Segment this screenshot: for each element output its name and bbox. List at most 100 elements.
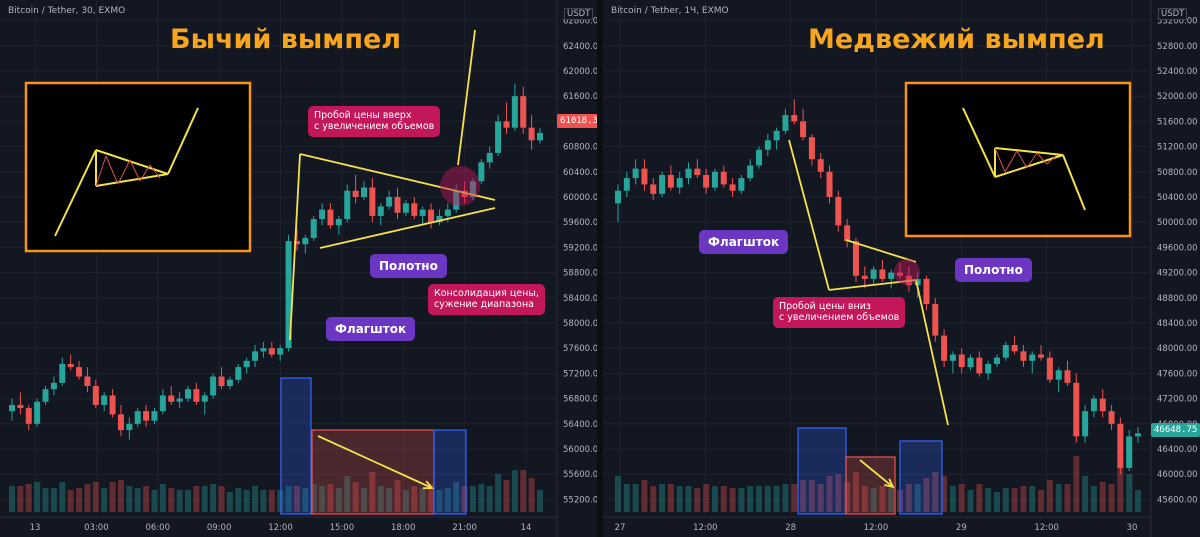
- candle-body: [59, 363, 66, 383]
- candle-body: [1117, 423, 1124, 468]
- volume-bar: [310, 484, 317, 512]
- candle-body: [344, 190, 351, 220]
- candle-body: [528, 127, 535, 141]
- volume-bar: [511, 470, 518, 512]
- volume-bar: [694, 488, 701, 512]
- candle-body: [193, 389, 200, 402]
- volume-bar: [176, 490, 183, 512]
- volume-highlight-box: [899, 440, 943, 515]
- annotation-line: [289, 153, 301, 341]
- candle-body: [615, 190, 621, 204]
- price-tick-label: 51200.00: [1157, 143, 1198, 153]
- volume-bar: [268, 490, 275, 512]
- volume-bar: [703, 484, 710, 512]
- volume-bar: [302, 488, 309, 512]
- schematic-zigzag: [1036, 152, 1048, 165]
- volume-bar: [1046, 480, 1053, 512]
- annotation-line: [457, 29, 476, 166]
- annotation-line: [845, 239, 917, 263]
- volume-bar: [800, 480, 807, 512]
- volume-bar: [720, 486, 727, 512]
- volume-bar: [941, 476, 948, 512]
- price-tick-label: 62000.00: [563, 67, 597, 77]
- volume-bar: [411, 486, 418, 512]
- volume-bar: [738, 488, 745, 512]
- candle-body: [285, 241, 292, 349]
- volume-bar: [76, 488, 83, 512]
- schematic-zigzag: [129, 159, 141, 182]
- volume-bar: [503, 480, 510, 512]
- volume-bar: [993, 492, 1000, 512]
- callout-breakout-up: Пробой цены вверх с увеличением объемов: [308, 106, 441, 137]
- candle-body: [711, 171, 718, 188]
- candle-body: [976, 357, 983, 374]
- time-tick-label: 18:00: [391, 523, 416, 533]
- chart-title: Бычий вымпел: [170, 24, 402, 55]
- volume-bar: [428, 484, 435, 512]
- bull-chart-canvas[interactable]: 62800.0062400.0062000.0061600.0061200.00…: [0, 0, 597, 537]
- price-tick-label: 60000.00: [563, 193, 597, 203]
- volume-bar: [537, 490, 543, 512]
- candle-body: [478, 162, 485, 182]
- volume-highlight-box: [280, 377, 312, 515]
- time-tick-label: 21:00: [452, 523, 477, 533]
- candle-body: [993, 357, 1000, 364]
- candle-body: [879, 269, 886, 279]
- schematic-line: [95, 173, 169, 187]
- volume-bar: [486, 486, 493, 512]
- volume-bar: [377, 486, 384, 512]
- time-tick-label: 12:00: [1034, 523, 1059, 533]
- volume-bar: [151, 490, 158, 512]
- price-tick-label: 60800.00: [563, 143, 597, 153]
- candle-body: [168, 395, 175, 402]
- schematic-zigzag: [1026, 152, 1038, 169]
- volume-bar: [159, 484, 166, 512]
- candle-body: [703, 174, 710, 188]
- volume-bar: [861, 486, 868, 512]
- volume-bar: [101, 488, 108, 512]
- volume-bar: [436, 490, 443, 512]
- candle-body: [218, 376, 225, 386]
- chart-title: Медвежий вымпел: [808, 24, 1105, 55]
- price-tick-label: 58000.00: [563, 319, 597, 329]
- time-tick-label: 12:00: [864, 523, 889, 533]
- candle-body: [1055, 370, 1062, 380]
- candle-body: [676, 178, 683, 188]
- volume-bar: [319, 486, 326, 512]
- candle-body: [720, 171, 727, 185]
- volume-bar: [632, 484, 639, 512]
- volume-bar: [1064, 484, 1071, 512]
- time-tick-label: 14: [521, 523, 532, 533]
- candle-body: [176, 398, 183, 402]
- candle-body: [243, 360, 250, 368]
- candle-body: [210, 376, 217, 396]
- volume-bar: [1055, 484, 1062, 512]
- candle-body: [667, 174, 674, 188]
- schematic-zigzag: [139, 164, 151, 182]
- candle-body: [729, 184, 736, 191]
- bear-chart-canvas[interactable]: 53200.00 52800.00 52400.00 52000.00 51600.00…: [603, 0, 1200, 537]
- volume-bar: [42, 488, 49, 512]
- bull-pennant-chart-panel[interactable]: 62800.0062400.0062000.0061600.0061200.00…: [0, 0, 597, 537]
- price-tick-label: 56400.00: [563, 420, 597, 430]
- candle-body: [394, 197, 401, 213]
- price-tick-label: 46000.00: [1157, 470, 1198, 480]
- price-tick-label: 50400.00: [1157, 193, 1198, 203]
- volume-trend-arrow: [317, 435, 433, 489]
- bear-pennant-chart-panel[interactable]: 53200.00 52800.00 52400.00 52000.00 51600.00…: [603, 0, 1200, 537]
- candle-body: [402, 203, 409, 213]
- arrow-head: [422, 480, 434, 490]
- schematic-line: [994, 154, 1064, 178]
- candle-body: [377, 206, 384, 216]
- candle-body: [511, 96, 518, 128]
- schematic-zigzag: [994, 147, 1006, 173]
- volume-bar: [126, 486, 133, 512]
- candle-body: [1135, 433, 1141, 437]
- price-tick-label: 60400.00: [563, 168, 597, 178]
- volume-bar: [444, 488, 451, 512]
- candle-body: [293, 241, 300, 245]
- volume-highlight-box: [311, 429, 435, 515]
- volume-bar: [50, 488, 57, 512]
- last-price-badge: 61018.30: [557, 114, 597, 128]
- schematic-line: [54, 149, 97, 237]
